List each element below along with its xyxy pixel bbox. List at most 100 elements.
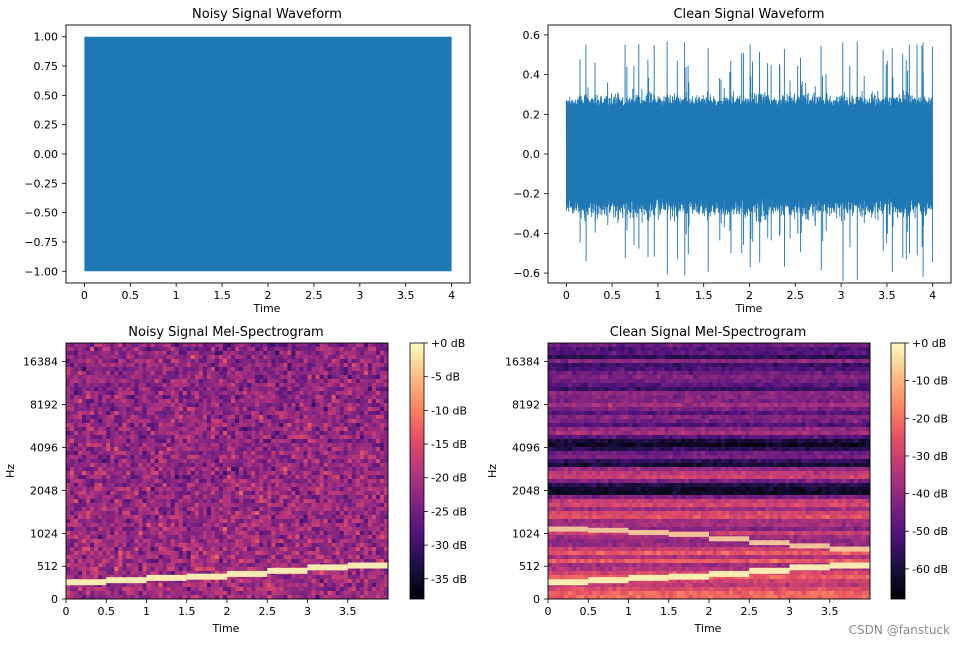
spectrogram-cell <box>158 483 163 488</box>
spectrogram-cell <box>106 563 111 568</box>
spectrogram-cell <box>218 519 224 524</box>
spectrogram-cell <box>66 519 71 524</box>
spectrogram-cell <box>239 471 244 476</box>
spectrogram-cell <box>239 343 244 348</box>
spectrogram-cell <box>170 387 176 392</box>
spectrogram-cell <box>303 487 308 492</box>
spectrogram-cell <box>283 415 288 420</box>
spectrogram-cell <box>271 379 276 384</box>
spectrogram-cell <box>339 467 345 472</box>
spectrogram-cell <box>311 367 316 372</box>
spectrogram-cell <box>102 511 107 516</box>
spectrogram-cell <box>150 387 155 392</box>
spectrogram-cell <box>146 399 151 404</box>
spectrogram-cell <box>287 395 292 400</box>
spectrogram-cell <box>319 491 325 496</box>
spectrogram-cell <box>299 491 304 496</box>
spectrogram-cell <box>210 455 216 460</box>
spectrogram-cell <box>231 435 236 440</box>
spectrogram-cell <box>98 563 103 568</box>
spectrogram-cell <box>94 535 99 540</box>
spectrogram-cell <box>227 547 232 552</box>
spectrogram-cell <box>347 343 353 348</box>
spectrogram-cell <box>359 443 365 448</box>
spectrogram-cell <box>275 575 280 580</box>
spectrogram-cell <box>347 575 353 580</box>
spectrogram-cell <box>375 495 381 500</box>
spectrogram-cell <box>154 407 159 412</box>
spectrogram-cell <box>114 451 119 456</box>
spectrogram-cell <box>86 483 91 488</box>
spectrogram-cell <box>307 523 312 528</box>
spectrogram-cell <box>90 379 95 384</box>
spectrogram-cell <box>291 347 296 352</box>
spectrogram-cell <box>90 503 95 508</box>
spectrogram-cell <box>70 415 75 420</box>
spectrogram-cell <box>198 483 204 488</box>
spectrogram-cell <box>102 547 107 552</box>
spectrogram-cell <box>198 455 204 460</box>
spectrogram-cell <box>190 483 196 488</box>
spectrogram-cell <box>78 407 83 412</box>
spectrogram-cell <box>174 567 180 572</box>
spectrogram-cell <box>235 355 240 360</box>
spectrogram-cell <box>214 535 220 540</box>
spectrogram-cell <box>227 371 232 376</box>
spectrogram-cell <box>106 367 111 372</box>
spectrogram-cell <box>146 563 151 568</box>
spectrogram-cell <box>299 455 304 460</box>
spectrogram-cell <box>295 411 300 416</box>
spectrogram-cell <box>110 411 115 416</box>
spectrogram-cell <box>299 555 304 560</box>
spectrogram-cell <box>198 555 204 560</box>
spectrogram-cell <box>311 439 316 444</box>
spectrogram-cell <box>299 407 304 412</box>
spectrogram-cell <box>158 463 163 468</box>
spectrogram-cell <box>114 399 119 404</box>
spectrogram-cell <box>66 515 71 520</box>
spectrogram-cell <box>138 583 143 588</box>
spectrogram-cell <box>66 379 71 384</box>
spectrogram-cell <box>351 511 357 516</box>
spectrogram-cell <box>383 355 389 360</box>
spectrogram-cell <box>323 531 329 536</box>
noisy-waveform-panel: Noisy Signal Waveform 0 0.5 1 1.5 2 2.5 3 3.5 4 … <box>24 7 471 315</box>
spectrogram-cell <box>271 535 276 540</box>
spectrogram-cell <box>251 343 256 348</box>
spectrogram-cell <box>166 467 172 472</box>
spectrogram-cell <box>235 551 240 556</box>
spectrogram-cell <box>218 491 224 496</box>
spectrogram-cell <box>331 455 337 460</box>
spectrogram-cell <box>243 379 248 384</box>
spectrogram-cell <box>259 415 264 420</box>
spectrogram-cell <box>231 443 236 448</box>
spectrogram-cell <box>235 363 240 368</box>
spectrogram-cell <box>178 507 184 512</box>
spectrogram-cell <box>74 359 79 364</box>
spectrogram-cell <box>174 455 180 460</box>
spectrogram-cell <box>323 547 329 552</box>
spectrogram-cell <box>174 407 180 412</box>
spectrogram-cell <box>343 439 349 444</box>
spectrogram-cell <box>222 399 228 404</box>
spectrogram-cell <box>78 495 83 500</box>
spectrogram-cell <box>78 383 83 388</box>
spectrogram-cell <box>86 459 91 464</box>
spectrogram-cell <box>355 443 361 448</box>
spectrogram-cell <box>70 515 75 520</box>
spectrogram-cell <box>359 475 365 480</box>
spectrogram-cell <box>186 367 192 372</box>
spectrogram-cell <box>66 507 71 512</box>
spectrogram-cell <box>166 347 172 352</box>
spectrogram-cell <box>150 495 155 500</box>
spectrogram-cell <box>154 527 159 532</box>
spectrogram-cell <box>90 471 95 476</box>
spectrogram-cell <box>70 571 75 576</box>
spectrogram-cell <box>275 375 280 380</box>
spectrogram-cell <box>235 511 240 516</box>
spectrogram-cell <box>299 515 304 520</box>
spectrogram-cell <box>158 499 163 504</box>
spectrogram-cell <box>162 375 168 380</box>
spectrogram-cell <box>174 451 180 456</box>
spectrogram-cell <box>351 475 357 480</box>
